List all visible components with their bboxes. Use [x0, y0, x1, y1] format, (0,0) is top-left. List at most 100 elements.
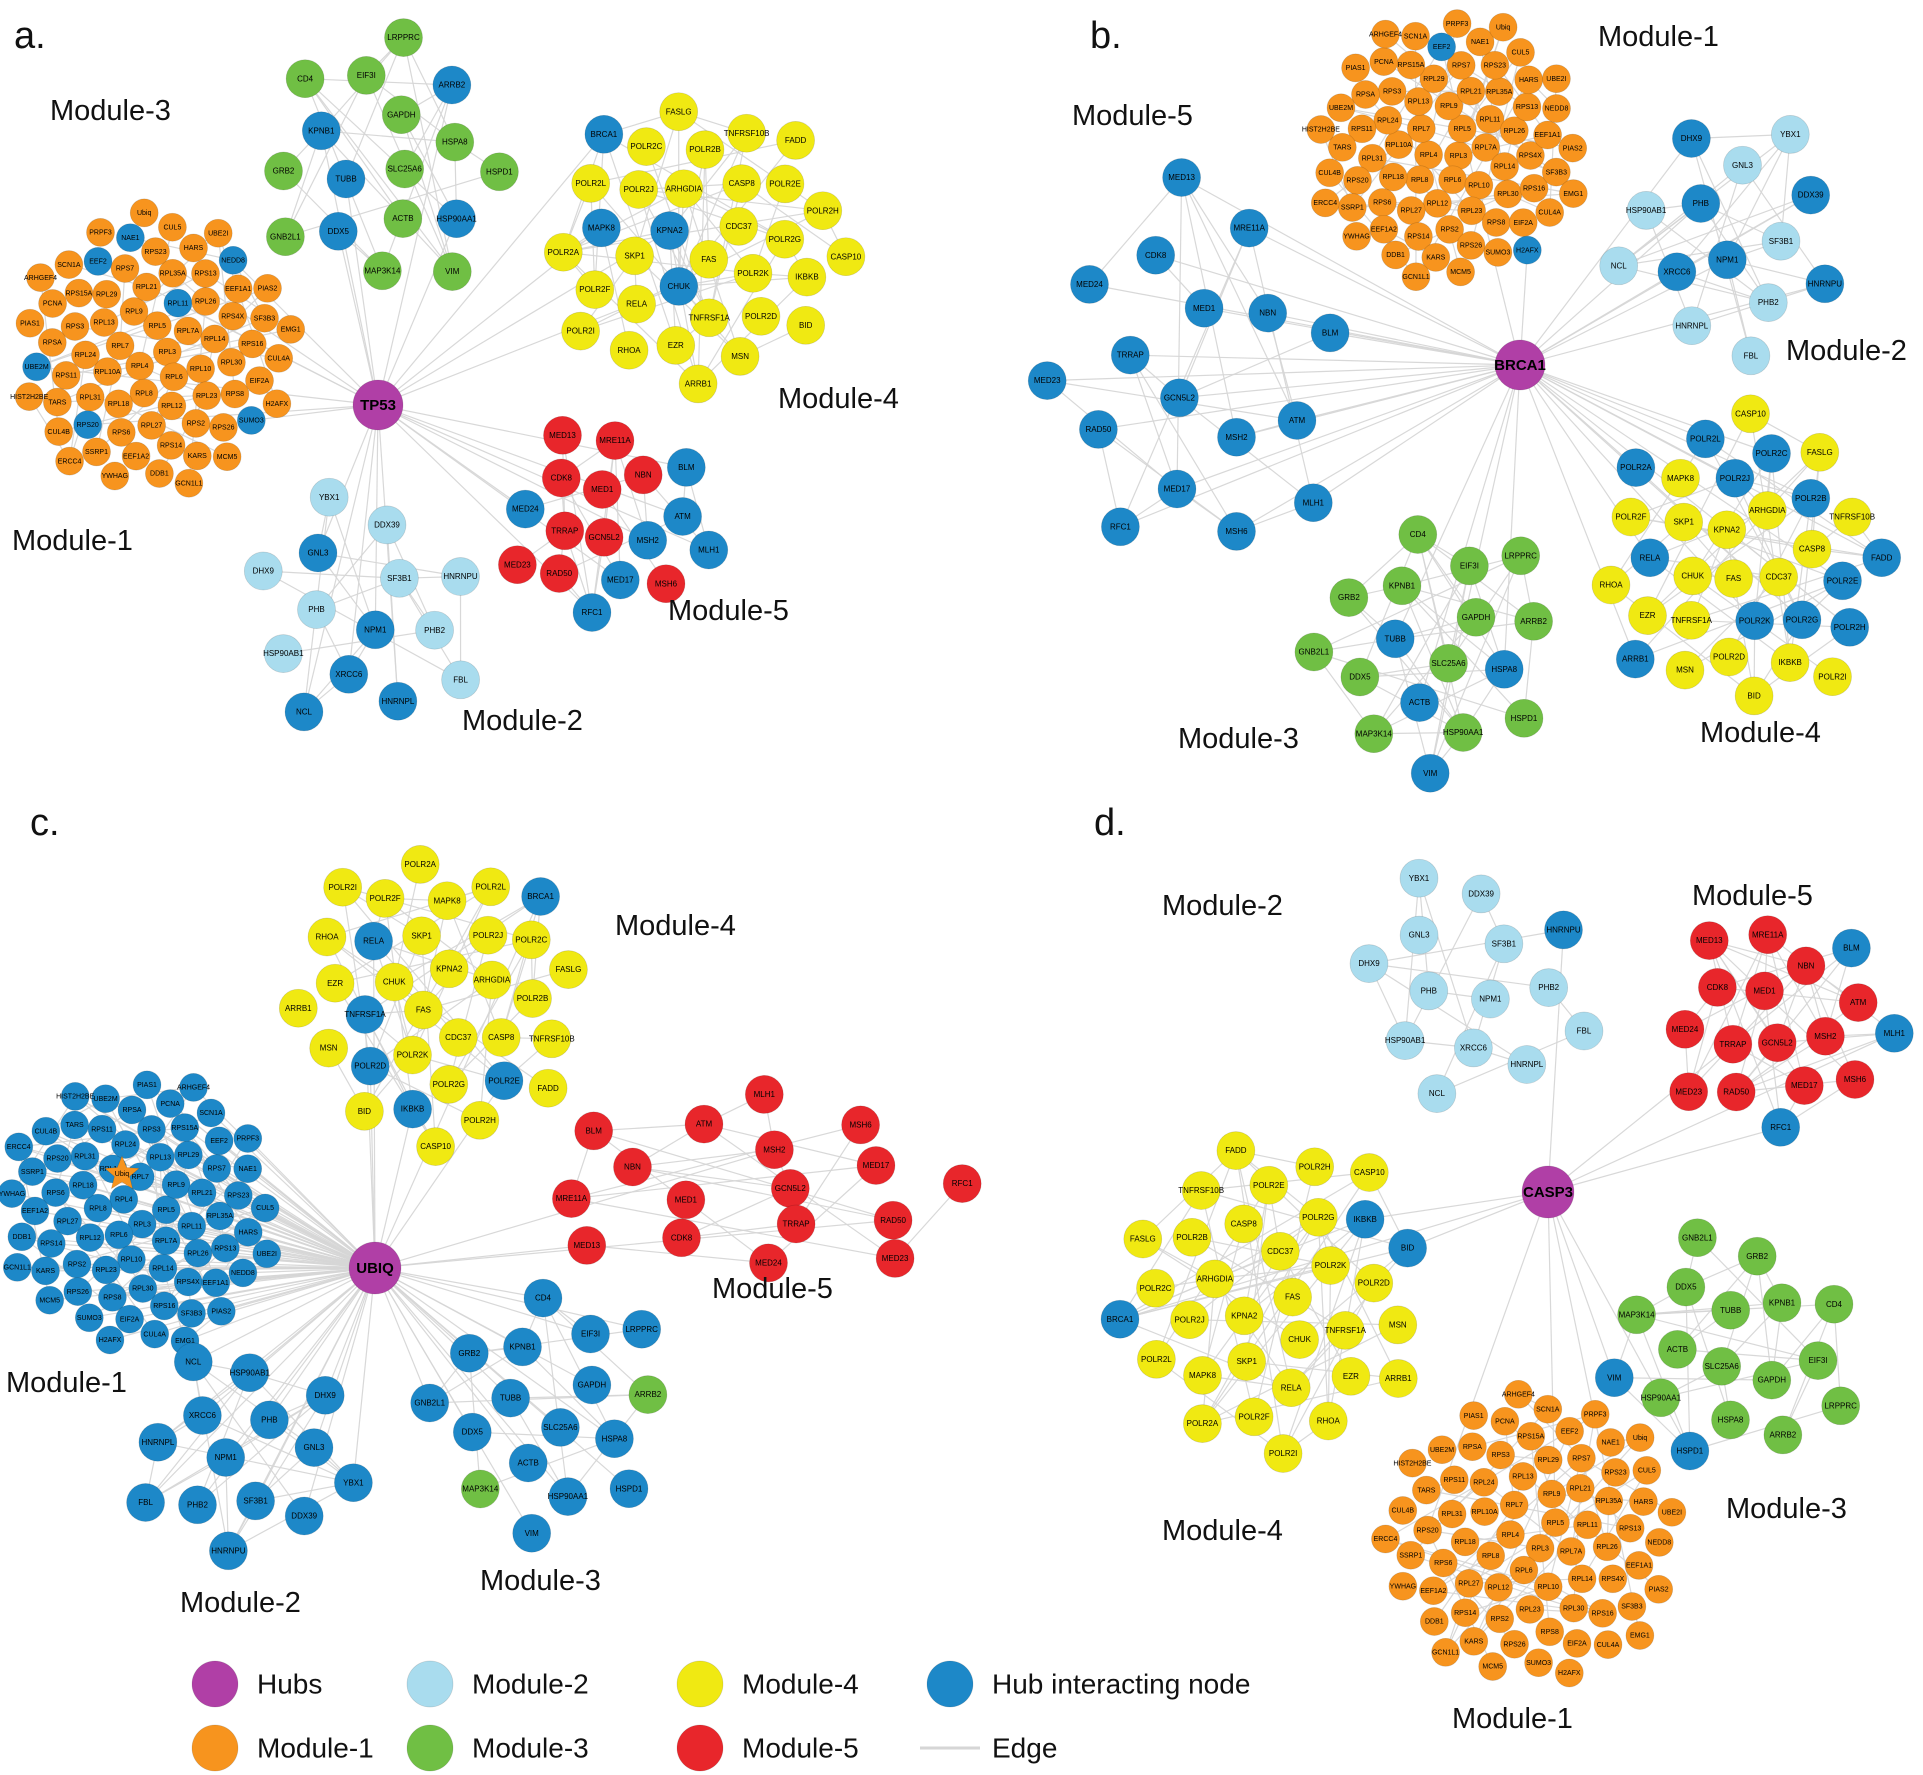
node-d-PIAS2: [1644, 1574, 1674, 1604]
node-d-KPNB1: [1762, 1283, 1802, 1323]
node-a-RPL8: [129, 378, 159, 408]
node-a-PIAS1: [15, 308, 45, 338]
edge: [600, 227, 630, 351]
node-d-CUL4B: [1388, 1496, 1418, 1525]
node-c-RPL4: [109, 1185, 139, 1214]
edge: [1176, 177, 1183, 490]
module-label-b-Module-3: Module-3: [1178, 723, 1299, 755]
edge: [429, 1394, 648, 1404]
node-b-Ubiq: [1488, 12, 1518, 42]
hub-edge: [317, 404, 379, 554]
edge: [345, 37, 405, 180]
node-c-RPL24: [111, 1130, 140, 1159]
node-b-SSRP1: [1337, 193, 1367, 222]
edge: [1581, 1470, 1648, 1580]
node-d-TNFRSF10B: [1181, 1171, 1221, 1210]
node-d-EZR: [1331, 1356, 1371, 1396]
node-d-RPL18: [1450, 1527, 1480, 1557]
node-a-ERCC4: [55, 446, 84, 476]
node-d-RELA: [1271, 1368, 1311, 1408]
module-label-c-Module-3: Module-3: [480, 1565, 601, 1597]
node-c-RPS26: [63, 1277, 93, 1306]
node-d-PHB2: [1529, 968, 1569, 1007]
node-a-ARRB2: [432, 65, 472, 105]
node-c-KPNA2: [429, 949, 469, 989]
edge: [446, 900, 502, 1038]
node-b-RPS13: [1512, 92, 1542, 122]
node-c-RPS15A: [170, 1113, 200, 1142]
node-d-RPS13: [1615, 1513, 1645, 1543]
node-a-NAE1: [116, 223, 145, 253]
node-d-RPS7: [1567, 1443, 1596, 1473]
hub-edge: [377, 133, 605, 406]
node-a-RPL10A: [93, 357, 122, 386]
node-b-RPS20: [1343, 166, 1372, 195]
node-d-FBL: [1564, 1011, 1604, 1051]
legend-label: Hub interacting node: [992, 1669, 1250, 1700]
node-b-GCN5L2: [1160, 378, 1199, 418]
node-d-CDC37: [1260, 1231, 1300, 1271]
edge: [1756, 1256, 1773, 1381]
node-c-RPSA: [117, 1095, 147, 1125]
node-d-NBN: [1786, 946, 1826, 986]
edge: [634, 255, 741, 357]
edge: [192, 1361, 315, 1449]
hub-edge: [1519, 364, 1803, 621]
node-b-KPNB1: [1382, 566, 1422, 606]
edge: [1735, 1032, 1895, 1093]
node-b-MAP3K14: [1354, 714, 1394, 754]
edge: [1181, 177, 1269, 314]
node-a-EEF2: [83, 247, 113, 276]
edge: [342, 886, 505, 1082]
node-c-LRPPRC: [622, 1309, 662, 1349]
node-c-SLC25A6: [541, 1408, 580, 1447]
node-b-POLR2A: [1616, 448, 1656, 487]
node-a-RPL9: [119, 297, 149, 326]
edge: [158, 395, 208, 474]
node-d-ERCC4: [1371, 1524, 1400, 1554]
node-c-ARRB1: [278, 988, 318, 1028]
node-d-UBE2M: [1427, 1435, 1457, 1465]
node-d-NPM1: [1471, 979, 1510, 1019]
node-d-POLR2D: [1354, 1263, 1394, 1303]
node-b-RPL12: [1423, 189, 1452, 218]
edge: [1394, 638, 1464, 733]
legend-swatch-Module-1: [191, 1724, 239, 1772]
edge: [1181, 177, 1298, 421]
node-d-SF3B1: [1484, 924, 1524, 964]
node-c-POLR2J: [468, 915, 508, 955]
edge: [1677, 1348, 1819, 1362]
node-c-PHB2: [178, 1485, 217, 1525]
node-a-BID: [786, 305, 826, 345]
node-d-CUL4A: [1593, 1630, 1623, 1659]
edge: [1404, 878, 1420, 1041]
node-d-EMG1: [1625, 1621, 1655, 1650]
node-b-RPL31: [1358, 143, 1387, 173]
node-d-ARHGEF4: [1504, 1379, 1533, 1409]
node-c-RPS11: [87, 1114, 117, 1144]
edge: [191, 1138, 249, 1227]
node-c-CASP10: [416, 1127, 455, 1166]
edge: [768, 1165, 877, 1264]
edge: [1368, 963, 1528, 1066]
module-label-b-Module-4: Module-4: [1700, 717, 1821, 749]
node-b-ARHGEF4: [1371, 19, 1400, 49]
edge: [1129, 354, 1238, 532]
node-d-RPS2: [1485, 1604, 1515, 1634]
node-b-HNRNPU: [1805, 264, 1845, 304]
node-d-HSPD1: [1670, 1431, 1710, 1471]
node-d-MED23: [1669, 1072, 1709, 1112]
node-c-PRPF3: [233, 1124, 263, 1153]
node-a-DDX5: [318, 211, 358, 251]
edge: [1282, 1282, 1375, 1454]
hub-edge: [374, 1267, 544, 1299]
node-a-RPL29: [92, 279, 122, 309]
node-a-CASP8: [722, 164, 762, 203]
node-b-TNFRSF1A: [1671, 600, 1711, 640]
node-d-RPL29: [1533, 1445, 1563, 1475]
edge: [669, 230, 699, 385]
node-b-GCN1L1: [1401, 262, 1431, 292]
legend-label: Edge: [992, 1733, 1057, 1764]
node-d-Ubiq: [1625, 1423, 1655, 1452]
hub-edge: [1519, 364, 1636, 660]
